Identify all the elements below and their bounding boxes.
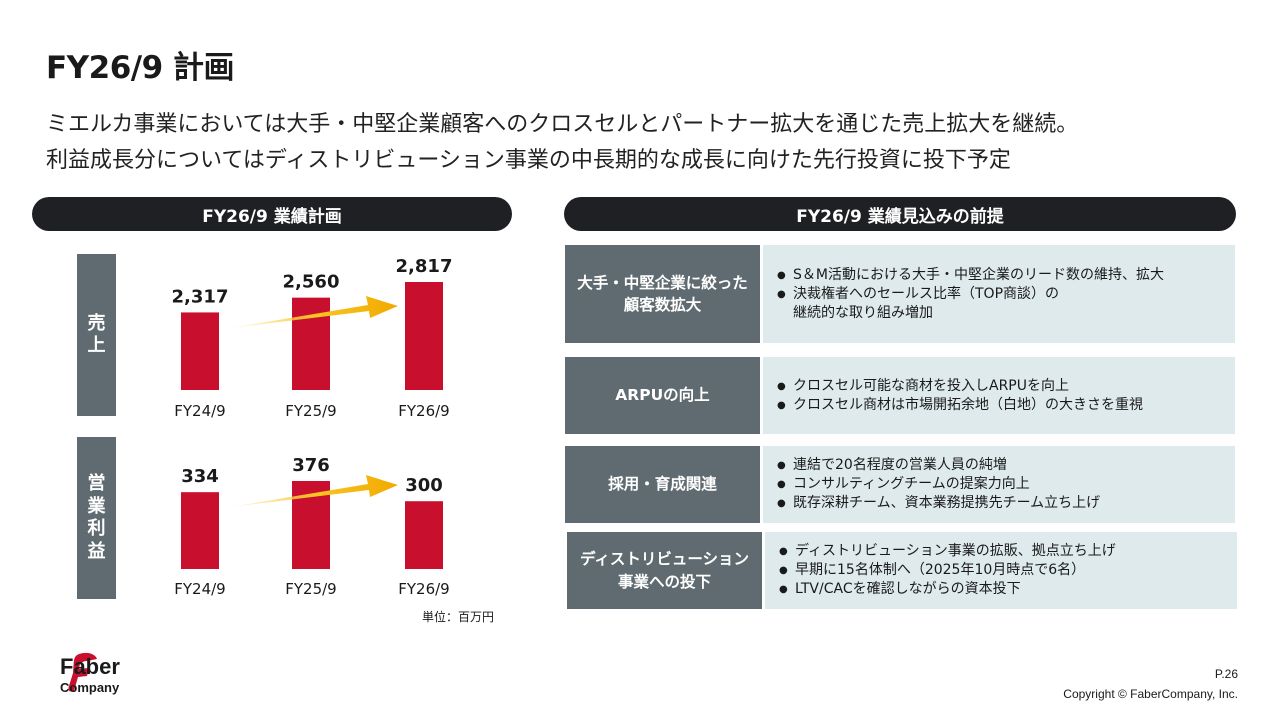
category-label: FY26/9 — [398, 580, 449, 598]
assumption-label-distribution: ディストリビューション 事業への投下 — [567, 532, 762, 609]
category-label: FY25/9 — [285, 402, 336, 420]
bar-FY24/9 — [181, 312, 219, 390]
lead-line-1: ミエルカ事業においては大手・中堅企業顧客へのクロスセルとパートナー拡大を通じた売… — [46, 112, 1079, 137]
bullet-text: 早期に15名体制へ（2025年10月時点で6名） — [795, 562, 1086, 578]
label-line: 大手・中堅企業に絞った — [577, 273, 748, 292]
logo-wordmark-company: Company — [60, 680, 120, 695]
assumption-body-distribution: ディストリビューション事業の拡販、拠点立ち上げ 早期に15名体制へ（2025年1… — [765, 532, 1237, 609]
category-label: FY24/9 — [174, 580, 225, 598]
value-label: 300 — [405, 475, 443, 496]
bar-FY26/9 — [405, 282, 443, 390]
logo-wordmark-faber: Faber — [60, 654, 120, 679]
profit-label-char: 業 — [87, 495, 106, 517]
value-label: 2,317 — [172, 286, 229, 307]
category-label: FY26/9 — [398, 402, 449, 420]
label-line: 顧客数拡大 — [623, 296, 702, 314]
bullet-text: 連結で20名程度の営業人員の純増 — [793, 457, 1007, 473]
lead-line-2: 利益成長分についてはディストリビューション事業の中長期的な成長に向けた先行投資に… — [46, 148, 1011, 173]
profit-label-char: 益 — [87, 540, 106, 562]
bullet-item: S＆M活動における大手・中堅企業のリード数の維持、拡大 — [777, 266, 1164, 285]
sales-label-char: 上 — [87, 335, 106, 356]
bullet-text: クロスセル可能な商材を投入しARPUを向上 — [793, 377, 1069, 394]
profit-label-char: 営 — [87, 473, 106, 494]
faber-logo-icon — [68, 652, 97, 692]
value-label: 376 — [292, 455, 330, 476]
copyright: Copyright © FaberCompany, Inc. — [1063, 687, 1238, 701]
bullet-text: LTV/CACを確認しながらの資本投下 — [795, 581, 1021, 597]
label-line: 採用・育成関連 — [608, 475, 717, 494]
assumption-body-customers: S＆M活動における大手・中堅企業のリード数の維持、拡大 決裁権者へのセールス比率… — [763, 245, 1235, 343]
assumption-label-arpu: ARPUの向上 — [565, 357, 760, 434]
label-line: ARPUの向上 — [615, 386, 710, 405]
sales-label-char: 売 — [87, 312, 106, 334]
bar-FY26/9 — [405, 501, 443, 569]
bar-FY24/9 — [181, 492, 219, 569]
plan-header: FY26/9 業績計画 — [32, 197, 512, 231]
operating-profit-chart: 334 FY24/9 376 FY25/9 300 FY26/9 — [174, 455, 449, 598]
value-label: 2,817 — [396, 256, 453, 277]
page-number: P.26 — [1214, 667, 1238, 681]
bullet-text: クロスセル商材は市場開拓余地（白地）の大きさを重視 — [793, 396, 1143, 413]
bullet-continuation: 継続的な取り組み増加 — [793, 304, 933, 321]
category-label: FY25/9 — [285, 580, 336, 598]
unit-note: 単位：百万円 — [422, 610, 495, 624]
bar-FY25/9 — [292, 297, 330, 390]
bullet-item: コンサルティングチームの提案力向上 — [777, 475, 1100, 494]
assumption-label-hiring: 採用・育成関連 — [565, 446, 760, 523]
bullet-text: S＆M活動における大手・中堅企業のリード数の維持、拡大 — [793, 266, 1164, 283]
bullet-item: クロスセル可能な商材を投入しARPUを向上 — [777, 377, 1143, 396]
assumptions-header: FY26/9 業績見込みの前提 — [564, 197, 1236, 231]
value-label: 334 — [181, 466, 219, 487]
value-label: 2,560 — [283, 272, 340, 293]
bullet-item: 既存深耕チーム、資本業務提携先チーム立ち上げ — [777, 494, 1100, 513]
bullet-text: 決裁権者へのセールス比率（TOP商談）の — [793, 285, 1060, 302]
bullet-item: 早期に15名体制へ（2025年10月時点で6名） — [779, 561, 1116, 580]
category-label: FY24/9 — [174, 402, 225, 420]
bullet-text: ディストリビューション事業の拡販、拠点立ち上げ — [795, 543, 1116, 559]
bullet-item: クロスセル商材は市場開拓余地（白地）の大きさを重視 — [777, 396, 1143, 415]
sales-side-label: 売 上 — [77, 254, 116, 416]
bullet-text: 既存深耕チーム、資本業務提携先チーム立ち上げ — [793, 495, 1101, 511]
label-line: 事業への投下 — [617, 572, 711, 591]
assumption-body-arpu: クロスセル可能な商材を投入しARPUを向上 クロスセル商材は市場開拓余地（白地）… — [763, 357, 1235, 434]
profit-label-char: 利 — [87, 518, 106, 539]
page-title: FY26/9 計画 — [46, 50, 234, 86]
bullet-item: LTV/CACを確認しながらの資本投下 — [779, 580, 1116, 599]
assumption-body-hiring: 連結で20名程度の営業人員の純増 コンサルティングチームの提案力向上 既存深耕チ… — [763, 446, 1235, 523]
bullet-item: 連結で20名程度の営業人員の純増 — [777, 456, 1100, 475]
assumption-label-customers: 大手・中堅企業に絞った 顧客数拡大 — [565, 245, 760, 343]
bullet-item: ディストリビューション事業の拡販、拠点立ち上げ — [779, 542, 1116, 561]
bullet-text: コンサルティングチームの提案力向上 — [793, 476, 1030, 492]
label-line: ディストリビューション — [579, 550, 750, 569]
sales-chart: 2,317 FY24/9 2,560 FY25/9 2,817 FY26/9 — [172, 256, 453, 420]
profit-side-label: 営 業 利 益 — [77, 437, 116, 599]
